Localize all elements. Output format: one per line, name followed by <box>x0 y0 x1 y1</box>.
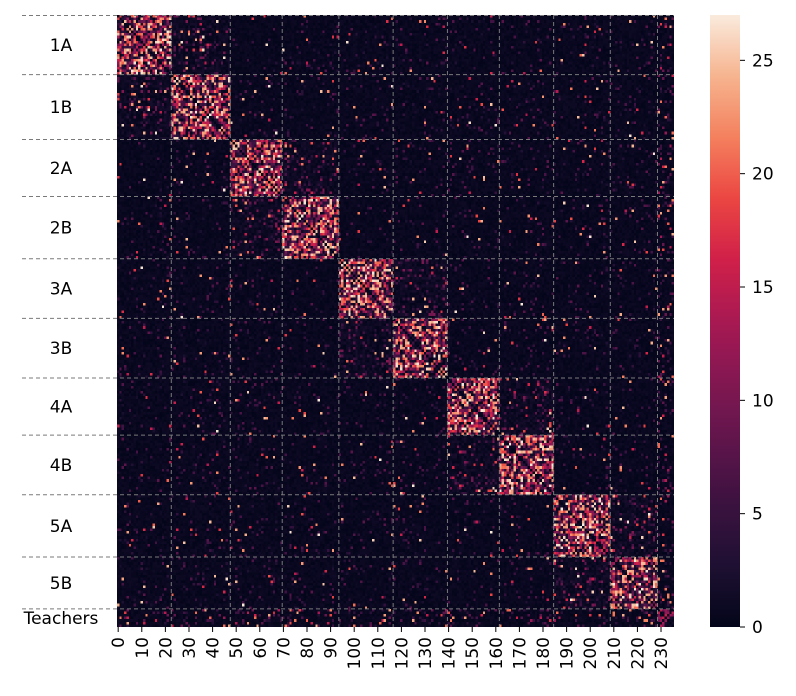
class-group-label: 1A <box>50 36 73 56</box>
class-group-label: 4B <box>50 456 72 476</box>
class-group-label: 1B <box>50 98 72 118</box>
x-tick-label: 150 <box>463 637 483 669</box>
colorbar: 0 5 10 15 20 25 <box>710 15 774 638</box>
class-group-label: 3B <box>50 339 72 359</box>
heatmap-cells <box>117 15 674 627</box>
x-tick-label: 100 <box>345 637 365 669</box>
x-tick-label: 120 <box>392 637 412 669</box>
colorbar-tick-label: 0 <box>752 618 763 638</box>
colorbar-gradient <box>710 15 740 627</box>
class-group-label: 5A <box>50 517 73 537</box>
colorbar-tick-label: 10 <box>752 391 774 411</box>
x-tick-label: 0 <box>109 637 129 648</box>
x-axis: 0 10 20 30 40 50 60 70 80 90 100 110 120 130 140 150 160… <box>109 627 672 669</box>
x-tick-label: 10 <box>133 637 153 659</box>
class-group-label: 2A <box>50 159 73 179</box>
x-tick-label: 60 <box>251 637 271 659</box>
x-tick-label: 20 <box>156 637 176 659</box>
class-group-label: 2B <box>50 219 72 239</box>
colorbar-tick-label: 5 <box>752 505 763 525</box>
x-tick-label: 110 <box>369 637 389 669</box>
colorbar-tick-label: 20 <box>752 165 774 185</box>
x-tick-label: 180 <box>534 637 554 669</box>
x-tick-label: 130 <box>416 637 436 669</box>
x-tick-label: 140 <box>440 637 460 669</box>
x-tick-label: 40 <box>204 637 224 659</box>
group-boundary-gridlines <box>22 15 674 627</box>
heatmap-plot-area <box>117 15 674 627</box>
x-tick-label: 90 <box>322 637 342 659</box>
class-group-label: 5B <box>50 574 72 594</box>
class-group-label: 3A <box>50 280 73 300</box>
y-axis-class-labels: 1A 1B 2A 2B 3A 3B 4A 4B 5A 5B Teachers <box>23 36 99 629</box>
x-tick-label: 50 <box>227 637 247 659</box>
x-tick-label: 30 <box>180 637 200 659</box>
x-tick-label: 80 <box>298 637 318 659</box>
x-tick-label: 70 <box>274 637 294 659</box>
x-tick-label: 230 <box>652 637 672 669</box>
class-group-label: 4A <box>50 398 73 418</box>
colorbar-tick-label: 15 <box>752 278 774 298</box>
class-group-label: Teachers <box>23 609 99 629</box>
colorbar-tick-label: 25 <box>752 51 774 71</box>
x-tick-label: 220 <box>628 637 648 669</box>
x-tick-label: 190 <box>558 637 578 669</box>
x-tick-label: 160 <box>487 637 507 669</box>
x-tick-label: 210 <box>605 637 625 669</box>
x-tick-label: 170 <box>510 637 530 669</box>
x-tick-label: 200 <box>581 637 601 669</box>
